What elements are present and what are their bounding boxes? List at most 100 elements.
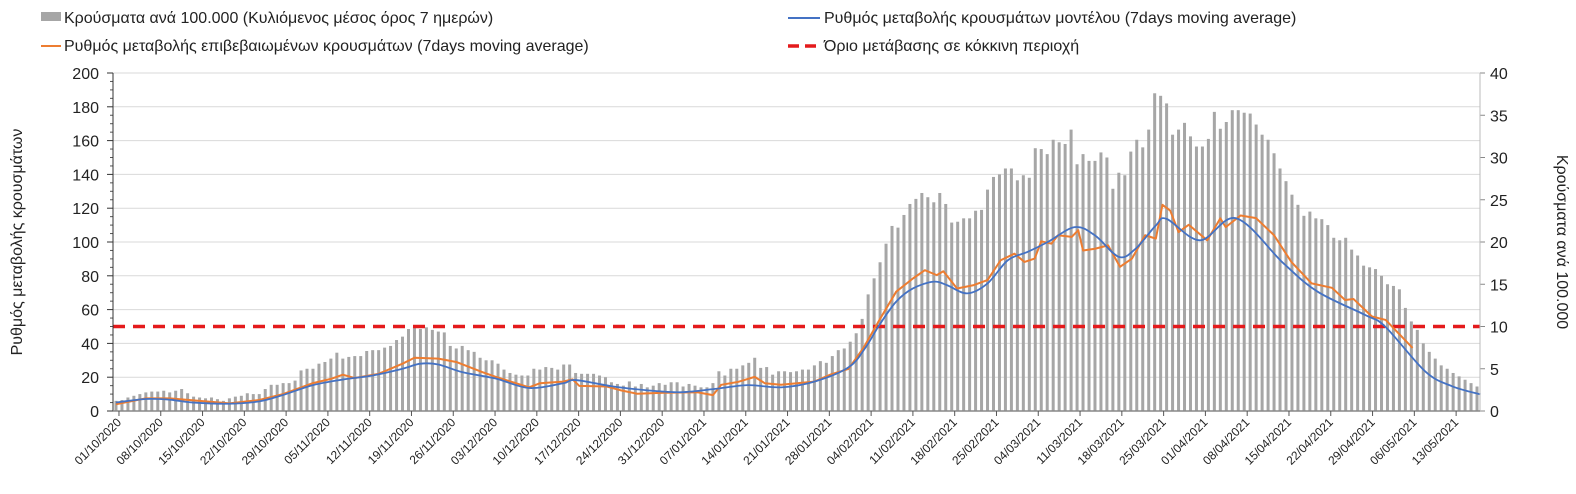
bar [1296, 204, 1300, 411]
bar [406, 329, 410, 411]
bar [1135, 139, 1139, 411]
bar [735, 368, 739, 411]
bar [681, 386, 685, 411]
y-right-tick-label: 35 [1490, 108, 1508, 125]
bar [1445, 368, 1449, 411]
bar [1326, 225, 1330, 411]
bar [1344, 237, 1348, 411]
bar [741, 365, 745, 411]
bar [1308, 211, 1312, 411]
bar [1147, 129, 1151, 412]
bar [502, 369, 506, 411]
bar [789, 372, 793, 411]
bar [920, 192, 924, 411]
bar [1314, 218, 1318, 411]
legend-confirmed-label: Ρυθμός μεταβολής επιβεβαιωμένων κρουσμάτ… [64, 38, 589, 55]
bar [1284, 181, 1288, 411]
bar [1230, 110, 1234, 412]
bar [430, 329, 434, 411]
bar [424, 327, 428, 411]
bar [747, 362, 751, 411]
bar [359, 356, 363, 411]
bar [950, 222, 954, 411]
bar [914, 198, 918, 411]
bar [1415, 329, 1419, 411]
bar [651, 385, 655, 411]
bar [275, 384, 279, 411]
bar [699, 387, 703, 411]
bar [144, 392, 148, 411]
bar [1278, 168, 1282, 411]
bar [884, 243, 888, 411]
bar [221, 400, 225, 411]
bar [717, 371, 721, 411]
bar [1141, 147, 1145, 412]
bar [293, 380, 297, 411]
bar [592, 373, 596, 411]
y-right-tick-label: 5 [1490, 362, 1499, 379]
bar [1069, 129, 1073, 412]
bar [1350, 249, 1354, 411]
bar [938, 192, 942, 411]
bar [639, 383, 643, 411]
confirmed-line [115, 203, 1414, 406]
bar [329, 358, 333, 411]
y-left-tick-label: 160 [72, 134, 99, 151]
bar [968, 218, 972, 411]
y-left-tick-label: 120 [72, 201, 99, 218]
bar [562, 364, 566, 411]
bar [335, 352, 339, 411]
bar [1266, 139, 1270, 411]
bar [1063, 143, 1067, 412]
bar [687, 383, 691, 411]
bar [1015, 180, 1019, 411]
bar [478, 357, 482, 411]
bar [980, 209, 984, 411]
bar [1242, 112, 1246, 411]
bar [168, 392, 172, 411]
bar [836, 350, 840, 411]
bar [1111, 188, 1115, 411]
bar [1433, 358, 1437, 411]
bar [126, 397, 130, 411]
bar [1332, 237, 1336, 411]
bar [586, 373, 590, 411]
bar [609, 382, 613, 411]
bar [514, 374, 518, 411]
bar [777, 371, 781, 411]
bar [669, 382, 673, 411]
bar [1009, 168, 1013, 411]
bar [395, 340, 399, 411]
y-right-tick-label: 25 [1490, 193, 1508, 210]
bar [472, 351, 476, 411]
bar [974, 210, 978, 411]
bar [1194, 146, 1198, 411]
y-left-tick-label: 60 [81, 303, 99, 320]
bar [1391, 285, 1395, 411]
bar [991, 176, 995, 411]
bar [1200, 146, 1204, 411]
bar [1051, 139, 1055, 411]
legend: Κρούσματα ανά 100.000 (Κυλιόμενος μέσος … [41, 10, 1296, 55]
bar [1362, 265, 1366, 411]
bar [401, 336, 405, 411]
bar [1075, 164, 1079, 411]
bar [1397, 289, 1401, 411]
bar [598, 375, 602, 411]
bar [1123, 175, 1127, 411]
bar [603, 377, 607, 411]
y-right-tick-label: 0 [1490, 404, 1499, 421]
bar [580, 373, 584, 411]
bar [198, 397, 202, 411]
y-left-tick-label: 100 [72, 235, 99, 252]
bar [1165, 103, 1169, 412]
bar [854, 333, 858, 411]
bar [1248, 113, 1252, 411]
bar [442, 332, 446, 411]
bar [436, 331, 440, 411]
bar [114, 400, 118, 411]
bar [317, 363, 321, 411]
bar [454, 348, 458, 411]
bar [1260, 134, 1264, 411]
